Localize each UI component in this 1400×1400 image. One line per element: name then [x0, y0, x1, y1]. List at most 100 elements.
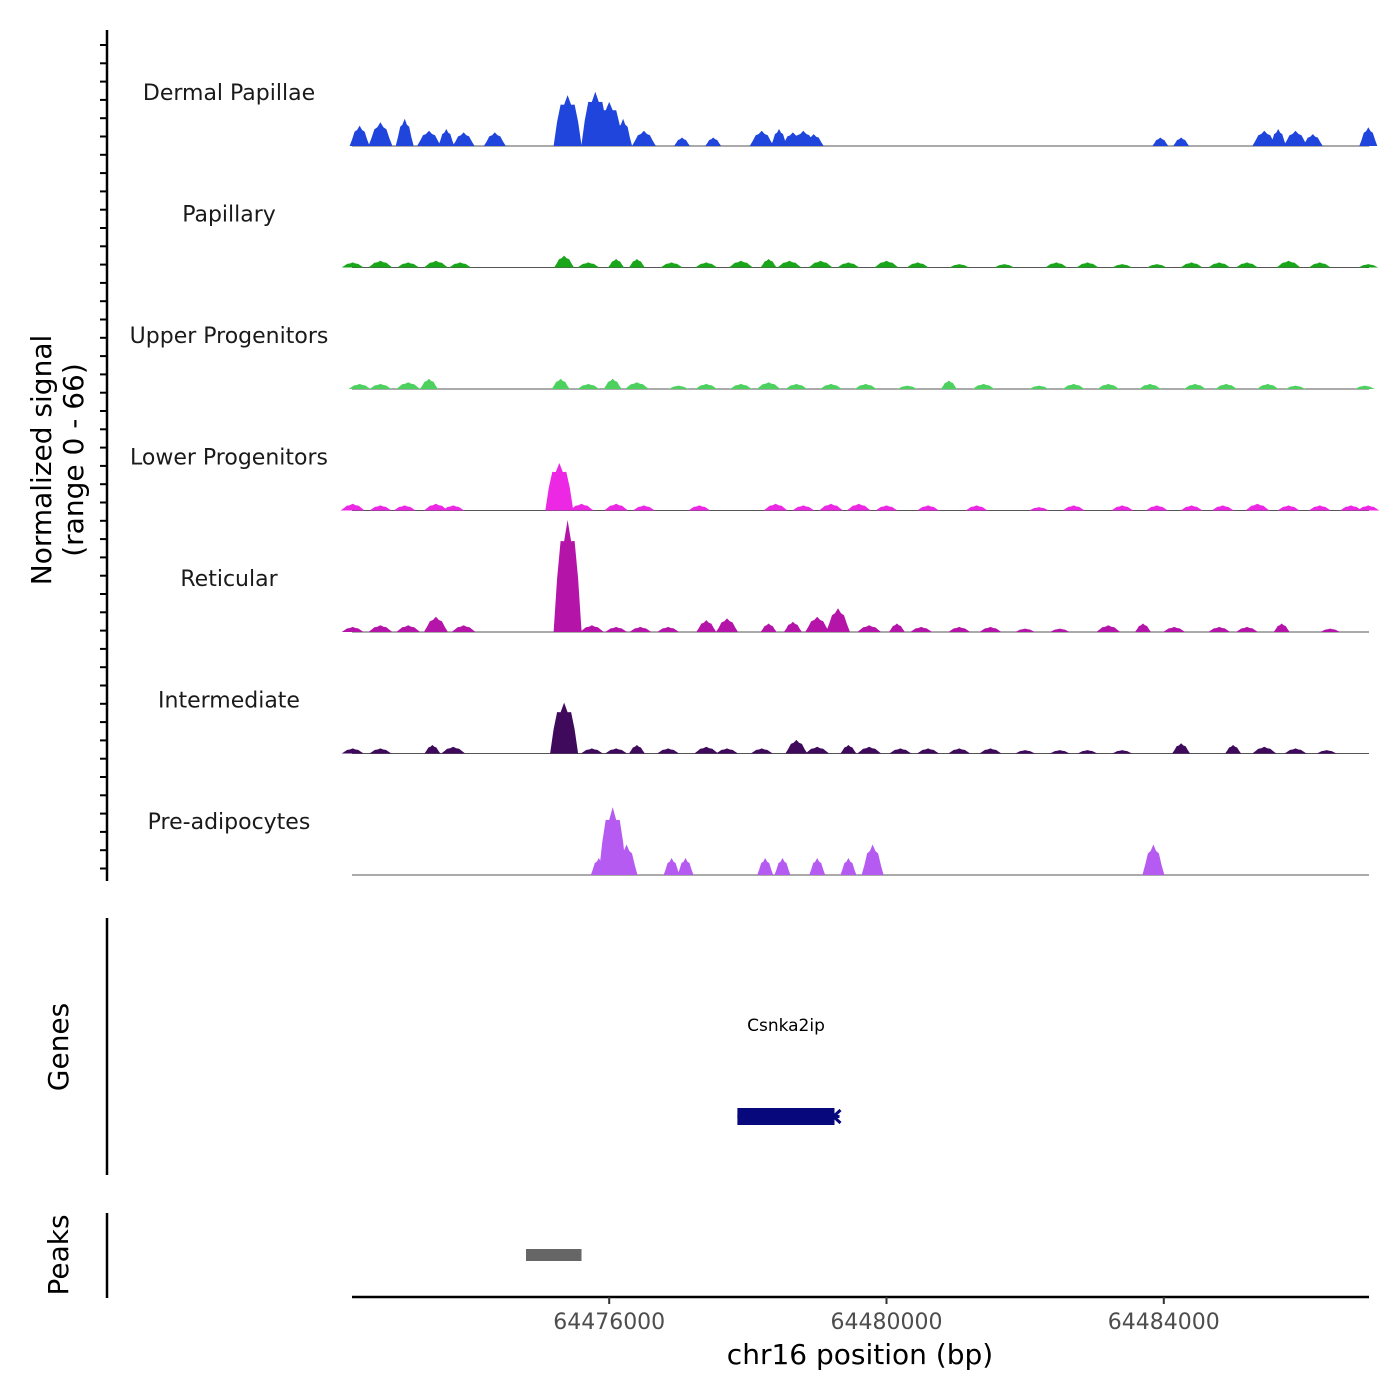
- signal-peak: [628, 745, 645, 754]
- signal-peak: [341, 262, 364, 268]
- track-label: Reticular: [180, 567, 278, 592]
- signal-peak: [577, 383, 600, 389]
- signal-peak: [1138, 383, 1161, 389]
- signal-peak: [1062, 383, 1085, 389]
- signal-peak: [1163, 626, 1186, 632]
- signal-peak: [857, 746, 882, 754]
- signal-peak: [777, 260, 802, 268]
- track-pre-adipocytes: Pre-adipocytes: [148, 807, 1369, 876]
- signal-peak: [1180, 505, 1203, 511]
- x-tick-label: 64484000: [1108, 1310, 1220, 1335]
- signal-peak: [605, 748, 628, 754]
- signal-peak: [1049, 628, 1070, 632]
- signal-peak: [805, 746, 830, 754]
- signal-peak: [705, 137, 722, 146]
- signal-y-axis-ticks: [100, 44, 107, 870]
- signal-peak: [820, 383, 842, 389]
- signal-peak: [1029, 385, 1049, 389]
- signal-peak: [420, 378, 438, 389]
- signal-peak: [771, 129, 787, 146]
- x-axis-title: chr16 position (bp): [727, 1338, 993, 1371]
- signal-peak: [1142, 844, 1165, 875]
- signal-peak: [632, 505, 655, 511]
- signal-peak: [438, 129, 455, 146]
- genes-panel-title: Genes: [42, 1003, 75, 1091]
- genes-track: Csnka2ip: [737, 1016, 842, 1125]
- signal-peak: [1236, 626, 1258, 632]
- signal-peak: [917, 505, 940, 511]
- track-papillary: Papillary: [182, 203, 1379, 268]
- signal-peak: [369, 505, 392, 511]
- track-label: Papillary: [182, 203, 276, 228]
- signal-peak: [774, 858, 791, 875]
- signal-peak: [1184, 383, 1206, 389]
- signal-peak: [1308, 262, 1331, 268]
- signal-peak: [994, 264, 1015, 268]
- signal-peak: [579, 625, 604, 632]
- signal-peak: [1076, 262, 1099, 268]
- signal-peak: [757, 858, 774, 875]
- signal-peak: [605, 626, 628, 632]
- signal-peak: [1112, 750, 1133, 754]
- signal-peak: [875, 505, 898, 511]
- signal-peak: [1308, 505, 1331, 511]
- signal-peak: [948, 626, 971, 632]
- track-label: Upper Progenitors: [130, 324, 329, 349]
- signal-peak: [1273, 623, 1290, 632]
- signal-peak: [861, 844, 884, 875]
- track-label: Pre-adipocytes: [148, 810, 311, 835]
- signal-peak: [340, 503, 365, 511]
- signal-peak: [545, 463, 574, 511]
- signal-peak: [1029, 507, 1049, 511]
- signal-peak: [614, 118, 633, 146]
- signal-peak: [949, 264, 970, 268]
- signal-peak: [888, 623, 905, 632]
- signal-peak: [1276, 260, 1301, 268]
- signal-peak: [657, 748, 680, 754]
- signal-peak: [554, 255, 575, 268]
- signal-peak: [1145, 505, 1168, 511]
- signal-peak: [1302, 134, 1323, 146]
- signal-peak: [1236, 262, 1258, 268]
- signal-peak: [368, 122, 393, 146]
- signal-peak: [424, 745, 441, 754]
- track-label: Lower Progenitors: [130, 446, 328, 471]
- signal-peak: [716, 618, 738, 632]
- signal-peak: [1077, 750, 1098, 754]
- signal-peak: [668, 385, 689, 389]
- signal-peak: [948, 748, 971, 754]
- signal-peak: [1062, 505, 1085, 511]
- signal-peak: [631, 130, 656, 146]
- signal-peak: [1285, 385, 1306, 389]
- signal-peak: [760, 623, 777, 632]
- signal-peak: [695, 262, 718, 268]
- signal-peak: [917, 748, 940, 754]
- signal-peak: [341, 748, 364, 754]
- track-label: Dermal Papillae: [143, 81, 315, 106]
- signal-peak: [749, 130, 774, 146]
- signal-peak: [577, 262, 600, 268]
- signal-peak: [551, 378, 570, 389]
- signal-peak: [837, 262, 860, 268]
- signal-peak: [1097, 383, 1120, 389]
- signal-peak: [449, 262, 472, 268]
- signal-peak: [694, 746, 719, 754]
- signal-peak: [1211, 505, 1234, 511]
- signal-peak: [826, 608, 850, 632]
- peaks-panel-title: Peaks: [42, 1214, 75, 1295]
- signal-peak: [819, 503, 843, 511]
- signal-peak: [897, 385, 918, 389]
- signal-peak: [763, 503, 788, 511]
- signal-peak: [792, 505, 815, 511]
- signal-peak: [728, 260, 753, 268]
- signal-peak: [783, 621, 802, 632]
- signal-peak: [1358, 264, 1379, 268]
- signal-peak: [854, 383, 877, 389]
- signal-peak: [808, 260, 833, 268]
- signal-peak: [965, 505, 988, 511]
- signal-peak: [369, 748, 392, 754]
- signal-peak: [396, 625, 421, 632]
- track-intermediate: Intermediate: [158, 689, 1369, 754]
- signal-peak: [451, 625, 476, 632]
